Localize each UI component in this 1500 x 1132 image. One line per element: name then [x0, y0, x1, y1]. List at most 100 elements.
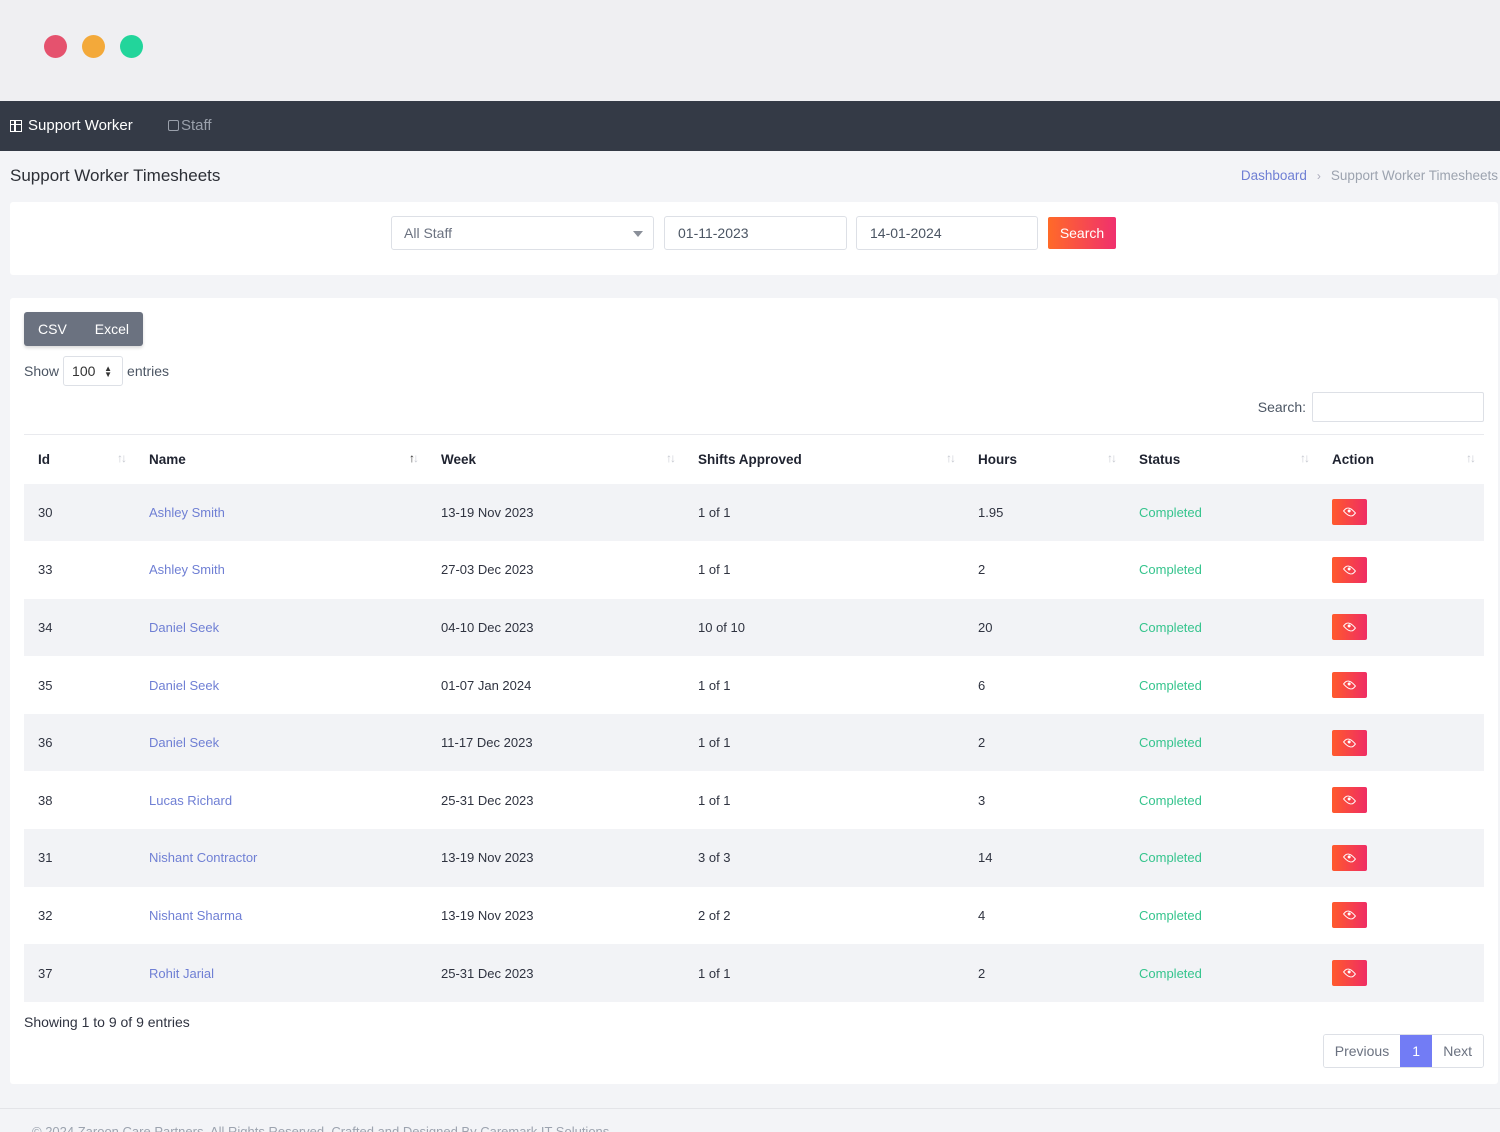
date-to-input[interactable]	[856, 216, 1038, 250]
view-timesheet-button[interactable]	[1332, 902, 1367, 929]
cell-id: 35	[38, 677, 53, 693]
table-row: 36 Daniel Seek 11-17 Dec 2023 1 of 1 2 Comple…	[24, 713, 1484, 772]
staff-name-link[interactable]: Nishant Sharma	[149, 907, 243, 923]
cell-id: 38	[38, 792, 53, 808]
csv-export-button[interactable]: CSV	[24, 312, 81, 346]
eye-icon	[1342, 678, 1357, 692]
cell-action	[1318, 656, 1484, 714]
staff-name-link[interactable]: Ashley Smith	[135, 483, 427, 542]
status-text: Completed	[1125, 829, 1318, 887]
table-search-input[interactable]	[1312, 392, 1484, 422]
cell-shifts-approved: 1 of 1	[684, 713, 964, 772]
view-timesheet-button[interactable]	[1332, 556, 1367, 583]
cell-action	[1318, 598, 1484, 657]
status-text: Completed	[1125, 944, 1318, 1002]
table-row: 32 Nishant Sharma 13-19 Nov 2023 2 of 2 4 Com…	[24, 887, 1484, 945]
status-text: Completed	[1139, 792, 1202, 808]
window-chrome	[0, 0, 1500, 101]
column-header-shifts-approved[interactable]: Shifts Approved ↑↓	[684, 434, 964, 484]
staff-name-link[interactable]: Lucas Richard	[149, 792, 233, 808]
sort-icon: ↑↓	[1300, 451, 1310, 465]
view-timesheet-button[interactable]	[1332, 614, 1367, 641]
entries-label: entries	[127, 363, 170, 379]
cell-action	[1318, 887, 1484, 945]
column-header-label: Action	[1332, 451, 1374, 467]
cell-action	[1318, 483, 1484, 542]
sort-icon: ↑↓	[1466, 451, 1476, 465]
cell-shifts-approved: 1 of 1	[684, 483, 964, 542]
cell-id: 36	[24, 713, 135, 772]
column-header-label: Week	[441, 451, 477, 467]
view-timesheet-button[interactable]	[1332, 729, 1367, 756]
staff-name-link[interactable]: Daniel Seek	[135, 598, 427, 657]
filter-card: All Staff Search	[10, 202, 1498, 275]
staff-name-link[interactable]: Rohit Jarial	[135, 944, 427, 1002]
staff-name-link[interactable]: Ashley Smith	[149, 562, 225, 578]
eye-icon	[1342, 505, 1357, 520]
status-text: Completed	[1125, 598, 1318, 657]
cell-week: 04-10 Dec 2023	[427, 598, 684, 657]
column-header-id[interactable]: Id ↑↓	[24, 434, 135, 484]
view-timesheet-button[interactable]	[1332, 960, 1367, 987]
cell-hours: 6	[978, 677, 986, 693]
status-text: Completed	[1139, 907, 1202, 923]
select-updown-icon: ▲ ▼	[104, 364, 113, 379]
eye-icon	[1342, 563, 1357, 577]
view-timesheet-button[interactable]	[1332, 499, 1367, 526]
column-header-hours[interactable]: Hours ↑↓	[964, 434, 1125, 484]
status-text: Completed	[1125, 483, 1318, 542]
cell-action	[1318, 541, 1484, 599]
column-header-label: Name	[149, 451, 186, 467]
table-row: 31 Nishant Contractor 13-19 Nov 2023 3 of 3…	[24, 829, 1484, 887]
top-navbar: Support Worker Staff	[0, 101, 1500, 151]
timesheet-table-card: CSV Excel Show 100 ▲ ▼ entries Search: Id…	[10, 298, 1498, 1084]
cell-hours: 14	[964, 829, 1125, 887]
date-from-input[interactable]	[664, 216, 847, 250]
sort-icon: ↑↓	[1107, 451, 1117, 465]
close-window-button[interactable]	[44, 35, 67, 58]
staff-name-link[interactable]: Nishant Contractor	[135, 829, 427, 887]
entries-length-select[interactable]: 100 ▲ ▼	[63, 356, 124, 386]
column-header-action[interactable]: Action ↑↓	[1318, 434, 1484, 484]
cell-action	[1318, 829, 1484, 887]
table-row: 38 Lucas Richard 25-31 Dec 2023 1 of 1 3 Comp…	[24, 771, 1484, 829]
cell-hours: 4	[978, 907, 986, 923]
staff-name-link[interactable]: Daniel Seek	[135, 713, 427, 772]
maximize-window-button[interactable]	[120, 35, 143, 58]
footer-divider	[0, 1108, 1500, 1109]
minimize-window-button[interactable]	[82, 35, 105, 58]
staff-icon	[168, 120, 179, 131]
view-timesheet-button[interactable]	[1332, 787, 1367, 814]
cell-week: 13-19 Nov 2023	[427, 829, 684, 887]
pagination: Previous 1 Next	[1322, 1034, 1484, 1068]
status-text: Completed	[1125, 713, 1318, 772]
cell-shifts-approved: 1 of 1	[698, 562, 731, 578]
breadcrumb-current: Support Worker Timesheets	[1330, 168, 1498, 183]
cell-action	[1318, 771, 1484, 829]
breadcrumb-dashboard-link[interactable]: Dashboard	[1240, 168, 1307, 183]
sort-icon: ↑↓	[946, 451, 956, 465]
cell-hours: 2	[964, 713, 1125, 772]
eye-icon	[1342, 735, 1357, 750]
cell-hours: 2	[978, 562, 986, 578]
nav-item-staff[interactable]: Staff	[168, 117, 212, 134]
view-timesheet-button[interactable]	[1332, 844, 1367, 871]
column-header-status[interactable]: Status ↑↓	[1125, 434, 1318, 484]
pagination-page-button[interactable]: 1	[1400, 1035, 1433, 1067]
column-header-week[interactable]: Week ↑↓	[427, 434, 684, 484]
cell-week: 25-31 Dec 2023	[441, 792, 534, 808]
column-header-label: Hours	[978, 451, 1018, 467]
staff-select[interactable]: All Staff	[391, 216, 654, 250]
pagination-next-button[interactable]: Next	[1432, 1035, 1483, 1067]
excel-export-button[interactable]: Excel	[81, 312, 143, 346]
table-row: 37 Rohit Jarial 25-31 Dec 2023 1 of 1 2 Compl…	[24, 944, 1484, 1002]
pagination-previous-button[interactable]: Previous	[1323, 1035, 1401, 1067]
table-header-row: Id ↑↓ Name ↑↓ Week ↑↓ Shifts Approved ↑↓ Hou…	[24, 434, 1484, 484]
staff-name-link[interactable]: Daniel Seek	[149, 677, 220, 693]
column-header-name[interactable]: Name ↑↓	[135, 434, 427, 484]
nav-item-support-worker[interactable]: Support Worker	[10, 117, 133, 134]
cell-shifts-approved: 1 of 1	[698, 677, 731, 693]
chevron-down-icon	[633, 231, 643, 237]
view-timesheet-button[interactable]	[1332, 672, 1367, 699]
search-button[interactable]: Search	[1048, 217, 1116, 249]
